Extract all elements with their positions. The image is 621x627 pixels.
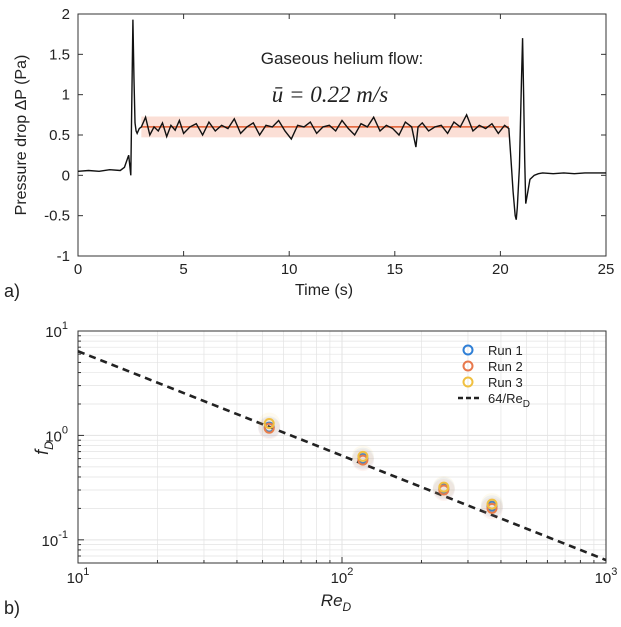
y-tick-exponent: -1 — [58, 529, 68, 541]
y-tick-base: 10 — [42, 533, 59, 550]
scatter-point — [486, 498, 498, 510]
legend-label: Run 1 — [488, 343, 523, 358]
x-tick-base: 10 — [67, 570, 84, 587]
x-tick-label: 5 — [179, 261, 187, 278]
marker-glow — [258, 412, 281, 435]
x-tick-label: 10 — [281, 261, 298, 278]
scatter-point — [263, 422, 275, 434]
scatter-point — [263, 418, 275, 430]
x-tick-label: 15 — [386, 261, 403, 278]
legend-fit-label: 64/ReD — [488, 391, 530, 410]
legend-label: Run 3 — [488, 375, 523, 390]
marker-glow — [481, 493, 504, 516]
marker-glow — [351, 445, 374, 468]
x-tick-label: 102 — [331, 566, 354, 587]
legend-fit-text: 64/Re — [488, 391, 523, 406]
panel-b-plot — [77, 350, 607, 562]
legend-marker — [462, 344, 474, 356]
panel-a-xlabel: Time (s) — [295, 282, 353, 299]
y-tick-base: 10 — [45, 324, 62, 341]
y-tick-label: -0.5 — [44, 208, 70, 225]
marker-glow — [432, 476, 455, 499]
legend-label: Run 2 — [488, 359, 523, 374]
x-tick-label: 103 — [595, 566, 618, 587]
panel-a-ylabel: Pressure drop ΔP (Pa) — [13, 55, 30, 216]
x-tick-base: 10 — [331, 570, 348, 587]
x-tick-label: 101 — [67, 566, 90, 587]
y-tick-label: 0.5 — [49, 127, 70, 144]
x-tick-exponent: 1 — [83, 566, 89, 578]
y-tick-label: 1.5 — [49, 46, 70, 63]
x-tick-exponent: 3 — [611, 566, 617, 578]
fit-line-64-over-Re — [77, 350, 607, 562]
panel-b-xlabel: ReD — [321, 591, 352, 614]
panel-a-label: a) — [4, 281, 20, 301]
panel-a: 0 5 10 15 20 25 -1 -0.5 0 0.5 1 1.5 2 Time (s) Press… — [4, 6, 614, 301]
panel-b-grid — [77, 331, 606, 564]
y-tick-label: 10-1 — [42, 529, 68, 550]
panel-a-plot — [77, 19, 606, 220]
panel-b-label: b) — [4, 598, 20, 618]
y-tick-label: 101 — [45, 320, 68, 341]
panel-b-ylabel: fD — [32, 441, 56, 455]
y-tick-exponent: 0 — [62, 424, 68, 436]
marker-glow — [481, 495, 504, 518]
x-tick-base: 10 — [595, 570, 612, 587]
x-tick-label: 25 — [598, 261, 615, 278]
annotation-title: Gaseous helium flow: — [261, 49, 424, 68]
annotation-equation: ū = 0.22 m/s — [272, 82, 389, 107]
y-tick-label: -1 — [57, 248, 70, 265]
y-tick-label: 1 — [62, 87, 70, 104]
scatter-point — [357, 450, 369, 462]
x-tick-label: 0 — [74, 261, 82, 278]
x-tick-exponent: 2 — [347, 566, 353, 578]
scatter-point — [438, 481, 450, 493]
y-tick-label: 0 — [62, 167, 70, 184]
legend-marker — [462, 360, 474, 372]
y-tick-base: 10 — [45, 428, 62, 445]
y-tick-exponent: 1 — [62, 320, 68, 332]
y-tick-label: 2 — [62, 6, 70, 23]
y-tick-label: 100 — [45, 424, 68, 445]
marker-glow — [351, 447, 374, 470]
legend-fit-subscript: D — [523, 399, 530, 410]
marker-glow — [432, 477, 455, 500]
x-tick-label: 20 — [492, 261, 509, 278]
legend-marker — [462, 376, 474, 388]
scatter-point — [357, 454, 369, 466]
scatter-point — [486, 502, 498, 514]
series-pressure-trace — [77, 19, 606, 220]
marker-glow — [432, 479, 455, 502]
panel-a-axes: 0 5 10 15 20 25 -1 -0.5 0 0.5 1 1.5 2 — [44, 6, 614, 278]
